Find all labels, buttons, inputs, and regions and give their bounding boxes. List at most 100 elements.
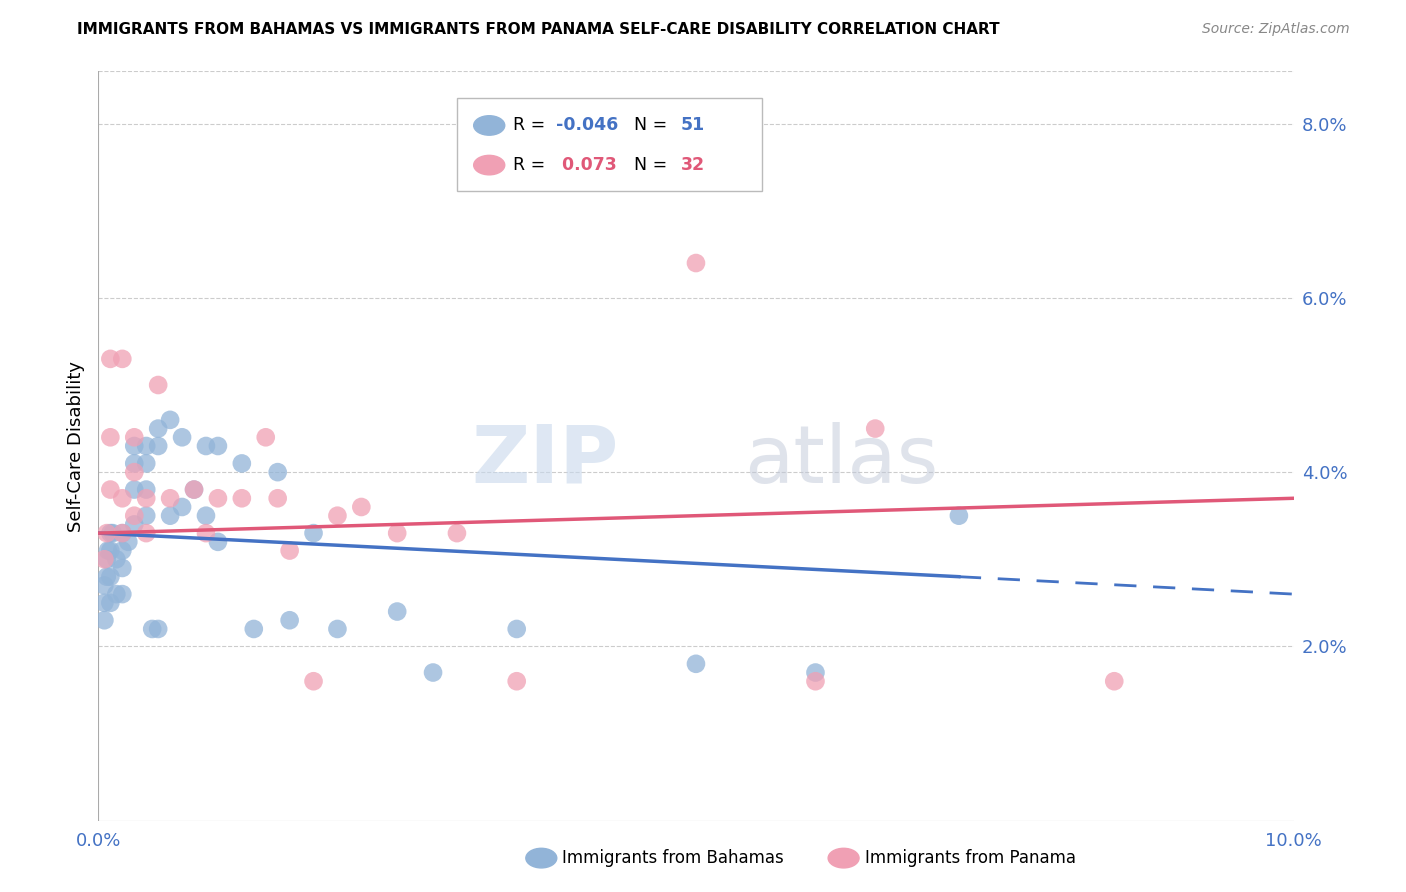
Point (148, 378, 170, 392)
Point (207, 534, 229, 549)
Point (97, 543, 120, 558)
Point (159, 491, 181, 506)
Point (1104, 674, 1126, 689)
Point (254, 430, 277, 444)
Point (243, 622, 266, 636)
Point (685, 657, 707, 671)
Point (96, 552, 118, 566)
Point (685, 256, 707, 270)
Point (98, 351, 122, 366)
Point (111, 526, 134, 541)
Point (141, 622, 163, 636)
Point (93, 578, 115, 592)
Point (93, 613, 115, 627)
Text: IMMIGRANTS FROM BAHAMAS VS IMMIGRANTS FROM PANAMA SELF-CARE DISABILITY CORRELATI: IMMIGRANTS FROM BAHAMAS VS IMMIGRANTS FR… (77, 22, 1000, 37)
Point (506, 622, 529, 636)
Point (124, 517, 146, 532)
Point (195, 439, 218, 453)
Point (302, 674, 325, 689)
Point (105, 587, 128, 601)
Point (172, 500, 194, 514)
Text: -0.046: -0.046 (557, 117, 619, 135)
Text: Immigrants from Bahamas: Immigrants from Bahamas (562, 849, 785, 867)
Text: Immigrants from Panama: Immigrants from Panama (865, 849, 1076, 867)
Point (124, 465, 146, 479)
Text: 0.073: 0.073 (557, 156, 617, 174)
Point (135, 457, 157, 471)
Text: N =: N = (623, 156, 673, 174)
Text: N =: N = (623, 117, 673, 135)
Point (326, 622, 349, 636)
Point (207, 491, 229, 506)
Point (111, 561, 134, 575)
Point (96, 526, 118, 541)
Point (804, 665, 827, 680)
Circle shape (526, 848, 557, 868)
Point (124, 439, 146, 453)
Point (231, 457, 253, 471)
Point (148, 622, 170, 636)
Circle shape (474, 116, 505, 136)
Point (267, 491, 290, 506)
Point (98, 430, 122, 444)
Circle shape (474, 155, 505, 175)
Text: atlas: atlas (744, 422, 938, 500)
Point (105, 552, 128, 566)
Point (302, 526, 325, 541)
Point (948, 508, 970, 523)
Point (385, 605, 409, 619)
Point (278, 543, 301, 558)
Text: ZIP: ZIP (471, 422, 619, 500)
Point (267, 465, 290, 479)
Text: Source: ZipAtlas.com: Source: ZipAtlas.com (1202, 22, 1350, 37)
Point (183, 483, 205, 497)
Point (111, 351, 134, 366)
Point (98, 526, 122, 541)
Point (148, 439, 170, 453)
Point (96, 570, 118, 584)
Point (98, 483, 122, 497)
Circle shape (828, 848, 859, 868)
Point (446, 526, 468, 541)
Point (135, 439, 157, 453)
Point (111, 491, 134, 506)
Point (111, 543, 134, 558)
Point (506, 674, 529, 689)
Text: R =: R = (513, 117, 551, 135)
Point (183, 483, 205, 497)
Point (98, 596, 122, 610)
Point (195, 526, 218, 541)
Point (865, 421, 887, 435)
Point (98, 570, 122, 584)
Point (422, 665, 444, 680)
Point (124, 457, 146, 471)
Point (207, 439, 229, 453)
Point (98, 543, 122, 558)
Point (93, 552, 115, 566)
Point (172, 430, 194, 444)
Point (804, 674, 827, 689)
Point (231, 491, 253, 506)
Point (124, 483, 146, 497)
Point (148, 421, 170, 435)
Point (135, 483, 157, 497)
Point (135, 508, 157, 523)
Point (135, 491, 157, 506)
Point (159, 508, 181, 523)
Point (135, 526, 157, 541)
Point (278, 613, 301, 627)
Point (124, 508, 146, 523)
Point (124, 430, 146, 444)
Point (111, 526, 134, 541)
Text: 51: 51 (681, 117, 704, 135)
Point (350, 500, 373, 514)
Point (326, 508, 349, 523)
Point (93, 596, 115, 610)
Point (159, 413, 181, 427)
Point (111, 587, 134, 601)
Point (101, 526, 124, 541)
Point (117, 534, 139, 549)
Point (385, 526, 409, 541)
FancyBboxPatch shape (457, 97, 762, 191)
Text: R =: R = (513, 156, 551, 174)
